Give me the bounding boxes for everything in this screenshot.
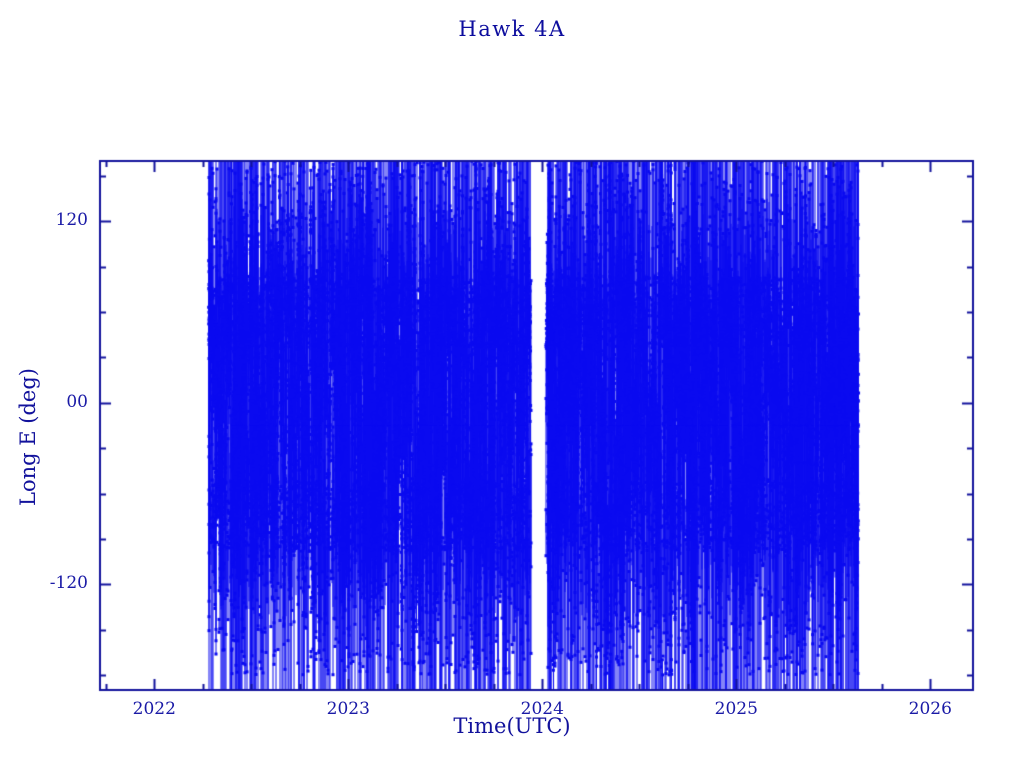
y-tick-label: -120 (49, 573, 88, 594)
x-tick-label: 2022 (132, 699, 176, 719)
page-title: Hawk 4A (458, 17, 566, 41)
x-tick-label: 2024 (520, 699, 564, 719)
y-axis-title: Long E (deg) (16, 368, 40, 506)
x-tick-label: 2026 (908, 699, 952, 719)
x-tick-label: 2023 (326, 699, 370, 719)
y-tick-label: 00 (66, 391, 88, 412)
x-axis-title: Time(UTC) (453, 714, 571, 738)
y-tick-label: 120 (55, 210, 88, 231)
x-tick-label: 2025 (714, 699, 758, 719)
